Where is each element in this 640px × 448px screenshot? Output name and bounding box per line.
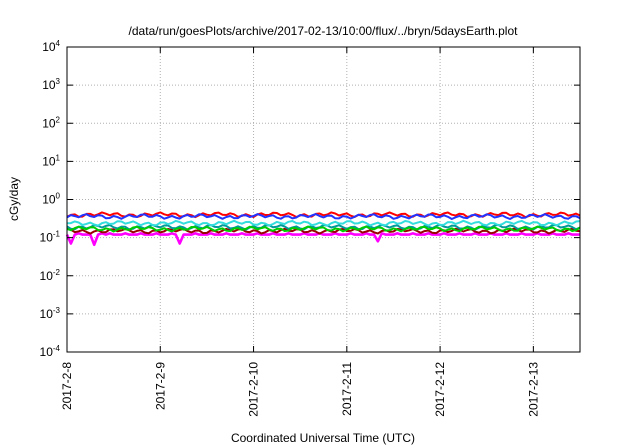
series-line bbox=[66, 211, 581, 219]
grid bbox=[66, 47, 580, 352]
x-tick-label: 2017-2-13 bbox=[526, 362, 540, 417]
y-tick-label: 10-2 bbox=[40, 268, 61, 283]
series-line bbox=[66, 213, 581, 220]
y-tick-label: 10-4 bbox=[40, 344, 61, 359]
series-line bbox=[65, 232, 580, 247]
y-tick-label: 102 bbox=[42, 115, 60, 130]
x-axis: 2017-2-8 2017-2-9 2017-2-10 2017-2-11 2017-2… bbox=[60, 47, 540, 417]
x-tick-label: 2017-2-11 bbox=[340, 362, 354, 416]
x-tick-label: 2017-2-9 bbox=[153, 362, 167, 410]
y-tick-label: 101 bbox=[42, 153, 60, 168]
y-tick-label: 104 bbox=[42, 39, 60, 54]
series-line bbox=[66, 225, 581, 233]
y-axis: 10-4 10-3 10-2 10-1 100 101 102 103 104 bbox=[40, 39, 580, 359]
y-tick-label: 10-1 bbox=[40, 230, 61, 245]
x-tick-label: 2017-2-12 bbox=[433, 362, 447, 417]
series-line bbox=[66, 227, 581, 235]
plot-frame bbox=[66, 46, 581, 353]
y-tick-label: 103 bbox=[42, 77, 60, 92]
y-tick-label: 100 bbox=[42, 192, 60, 207]
x-axis-label: Coordinated Universal Time (UTC) bbox=[231, 431, 415, 445]
series-line bbox=[66, 219, 581, 227]
x-tick-label: 2017-2-10 bbox=[247, 362, 261, 417]
y-tick-label: 10-3 bbox=[40, 306, 61, 321]
chart-title: /data/run/goesPlots/archive/2017-02-13/1… bbox=[129, 24, 519, 38]
y-axis-label: cGy/day bbox=[7, 177, 21, 221]
series-layer bbox=[65, 211, 581, 247]
x-tick-label: 2017-2-8 bbox=[60, 362, 74, 410]
